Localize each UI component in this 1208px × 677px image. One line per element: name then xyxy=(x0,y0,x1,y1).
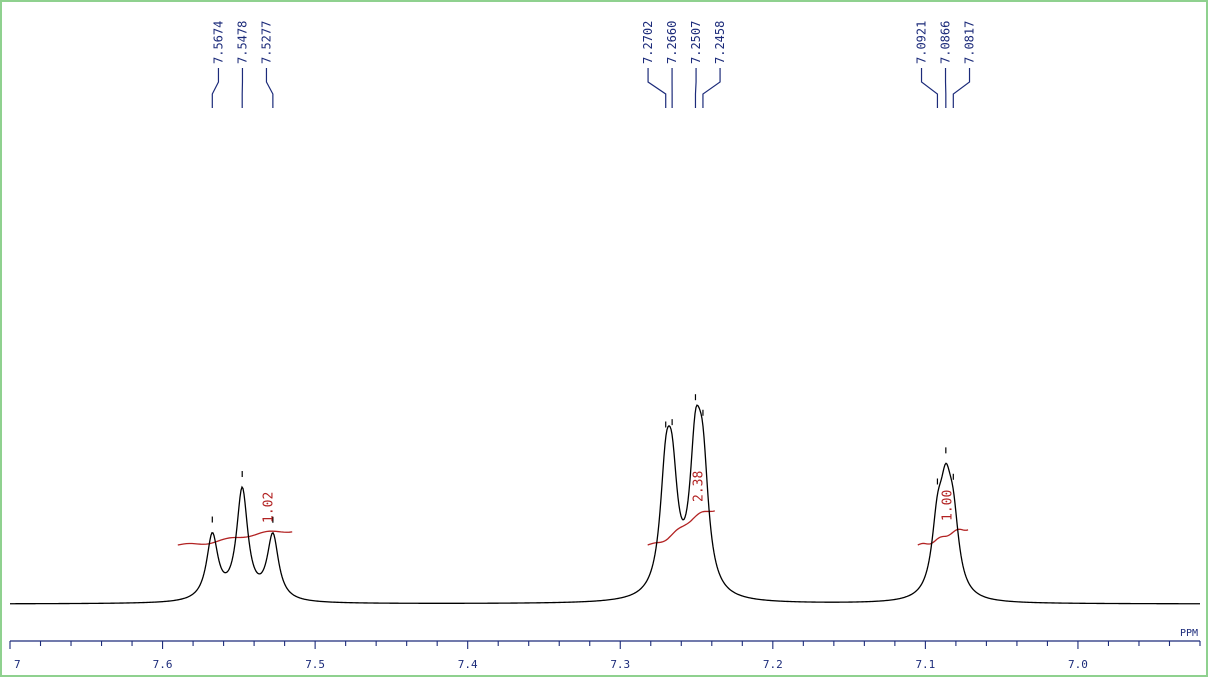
peak-leader-line xyxy=(920,68,939,108)
x-tick-label: 7.3 xyxy=(610,658,630,671)
x-tick-label: 7.5 xyxy=(305,658,325,671)
peak-leader-line xyxy=(265,68,274,108)
integral-label: 1.00 xyxy=(940,490,955,521)
integral-curve xyxy=(917,528,969,546)
peak-leader-line xyxy=(647,68,667,108)
peak-label-layer: 7.5674 7.5478 7.5277 7.2702 7.2660 7.2507 7.24… xyxy=(211,21,977,523)
x-tick-label: 7.6 xyxy=(153,658,173,671)
peak-label: 7.0921 xyxy=(915,21,929,64)
x-tick-label: 7.4 xyxy=(458,658,478,671)
peak-leader-line xyxy=(702,68,721,108)
peak-label: 7.2458 xyxy=(713,21,727,64)
peak-leader-line xyxy=(952,68,971,108)
peak-label: 7.0866 xyxy=(939,21,953,64)
integral-curve xyxy=(647,510,715,546)
x-axis-unit-label: PPM xyxy=(1180,628,1198,639)
integral-label: 1.02 xyxy=(261,492,276,523)
peak-label: 7.2507 xyxy=(689,21,703,64)
integral-label: 2.38 xyxy=(692,471,707,502)
x-axis: 7.6 7.5 7.4 7.3 7.2 7.1 7.0 7 PPM xyxy=(9,628,1201,671)
spectrum-line xyxy=(10,404,1200,605)
peak-label: 7.5277 xyxy=(259,21,273,64)
peak-label: 7.5674 xyxy=(211,21,225,64)
peak-label: 7.2660 xyxy=(665,21,679,64)
x-tick-label: 7.2 xyxy=(763,658,783,671)
x-tick-label: 7.1 xyxy=(915,658,935,671)
peak-leader-line xyxy=(694,68,697,108)
peak-label: 7.2702 xyxy=(641,21,655,64)
x-axis-ticks: 7.6 7.5 7.4 7.3 7.2 7.1 7.0 7 xyxy=(9,641,1201,671)
x-tick-label-edge: 7 xyxy=(14,658,21,671)
integral-curve xyxy=(177,530,293,546)
peak-label: 7.5478 xyxy=(235,21,249,64)
integral-layer: 1.02 2.38 1.00 xyxy=(177,471,969,546)
peak-label: 7.0817 xyxy=(963,21,977,64)
peak-leader-line xyxy=(211,68,220,108)
x-tick-label: 7.0 xyxy=(1068,658,1088,671)
